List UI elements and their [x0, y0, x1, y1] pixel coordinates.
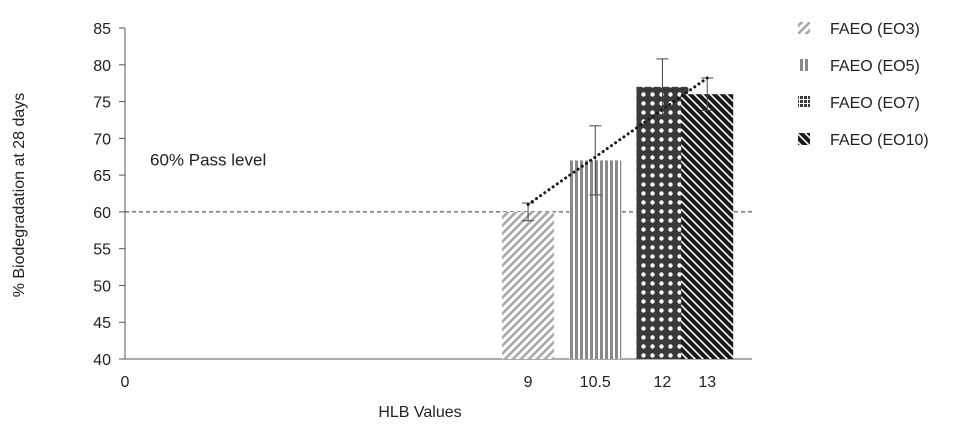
legend-label: FAEO (EO5) — [830, 58, 920, 75]
y-tick-label: 60 — [93, 205, 111, 222]
bar-faeo-eo3 — [502, 211, 555, 359]
x-tick-label: 9 — [524, 374, 533, 391]
legend-swatch — [798, 96, 810, 108]
x-tick-label: 10.5 — [580, 374, 611, 391]
y-axis-title: % Biodegradation at 28 days — [11, 93, 28, 298]
y-tick-label: 80 — [93, 58, 111, 75]
bar-faeo-eo10 — [681, 94, 734, 359]
y-tick-label: 55 — [93, 242, 111, 259]
error-bars — [522, 58, 714, 222]
x-axis: 0 9 10.5 12 13 — [121, 358, 752, 391]
x-tick-label: 13 — [698, 374, 716, 391]
legend-swatch — [798, 59, 810, 71]
legend-label: FAEO (EO7) — [830, 95, 920, 112]
y-tick-label: 65 — [93, 168, 111, 185]
bar-faeo-eo7 — [636, 86, 689, 359]
y-ticks: 40 45 50 55 60 65 70 75 80 85 — [93, 21, 125, 369]
x-ticks: 0 9 10.5 12 13 — [121, 374, 717, 391]
x-axis-title: HLB Values — [378, 404, 461, 421]
reference-line-label: 60% Pass level — [150, 151, 266, 170]
y-tick-label: 70 — [93, 131, 111, 148]
x-tick-label: 0 — [121, 374, 130, 391]
legend-label: FAEO (EO10) — [830, 132, 929, 149]
legend-swatch — [798, 22, 810, 34]
y-tick-label: 75 — [93, 95, 111, 112]
y-tick-label: 45 — [93, 315, 111, 332]
legend: FAEO (EO3) FAEO (EO5) FAEO (EO7) FAEO (EO10… — [798, 21, 929, 149]
y-tick-label: 85 — [93, 21, 111, 38]
bars — [502, 86, 734, 359]
legend-swatch — [798, 133, 810, 145]
y-axis: 40 45 50 55 60 65 70 75 80 85 — [93, 21, 126, 369]
legend-label: FAEO (EO3) — [830, 21, 920, 38]
trendline — [526, 76, 709, 207]
x-tick-label: 12 — [654, 374, 672, 391]
y-tick-label: 50 — [93, 278, 111, 295]
y-tick-label: 40 — [93, 352, 111, 369]
